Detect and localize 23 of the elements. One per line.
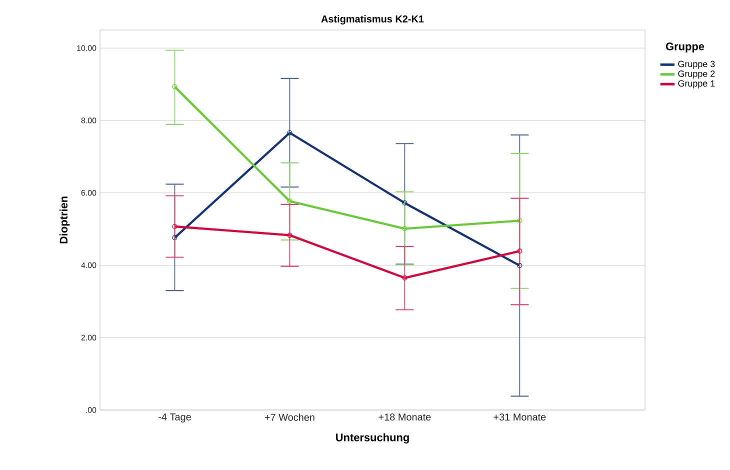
point [287, 130, 292, 136]
point [402, 275, 408, 280]
x-tick-label: +7 Wochen [264, 414, 314, 421]
point [172, 84, 178, 90]
x-tick-label: +18 Monate [378, 414, 431, 421]
point [517, 248, 522, 254]
legend-label: Gruppe 1 [678, 80, 715, 88]
chart-title: Astigmatismus K2-K1 [321, 15, 424, 24]
x-axis-title: Untersuchung [336, 433, 409, 444]
point [402, 200, 408, 206]
x-tick-label: -4 Tage [158, 414, 191, 422]
point [172, 224, 178, 230]
point [172, 235, 178, 240]
point [517, 218, 522, 224]
point [402, 226, 408, 232]
legend-label: Gruppe 3 [678, 60, 715, 69]
legend-label: Gruppe 2 [678, 70, 715, 79]
point [287, 198, 292, 204]
point [287, 232, 292, 238]
y-axis-title: Dioptrien [59, 196, 70, 244]
legend-title: Gruppe [666, 42, 704, 52]
point [517, 263, 522, 268]
x-tick-label: +31 Monate [494, 414, 546, 421]
